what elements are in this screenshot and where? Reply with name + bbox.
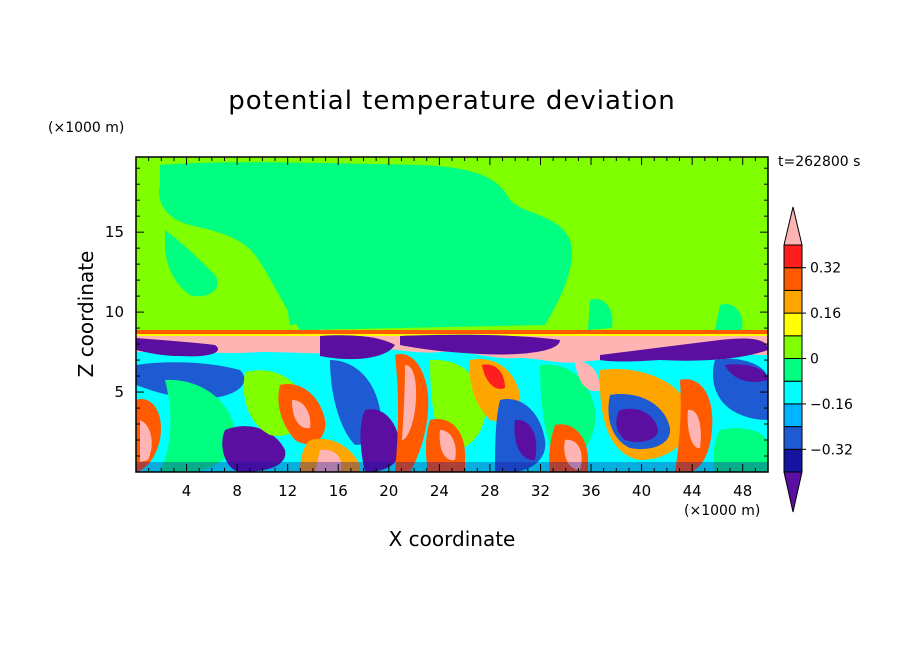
inversion-line — [136, 330, 768, 334]
patch — [564, 439, 582, 470]
colorbar-box — [783, 267, 803, 291]
surface-band — [136, 462, 768, 472]
cold-fringe — [400, 334, 560, 355]
patch — [160, 379, 236, 472]
colorbar-box — [783, 289, 803, 314]
patch — [514, 419, 537, 461]
cold-fringe — [320, 335, 395, 360]
cold-fringe — [600, 338, 768, 362]
cool-blob — [715, 304, 743, 330]
y-tick-label: 10 — [105, 303, 124, 321]
patch — [439, 430, 456, 461]
patch — [140, 420, 152, 462]
colorbar-box — [783, 312, 803, 337]
x-tick-label: 12 — [278, 482, 297, 500]
cool-blob — [288, 270, 322, 325]
x-tick-label: 28 — [480, 482, 499, 500]
patch — [575, 361, 600, 392]
cool-blob — [159, 162, 572, 330]
colorbar-label: −0.16 — [810, 397, 853, 413]
patch — [725, 364, 768, 382]
patch — [360, 409, 400, 472]
x-tick-label: 32 — [531, 482, 550, 500]
y-tick-label: 15 — [105, 223, 124, 241]
y-axis: 5 10 15 — [105, 167, 768, 457]
x-tick-label: 8 — [232, 482, 242, 500]
patch — [315, 449, 342, 472]
y-tick-label: 5 — [114, 383, 124, 401]
z-axis-unit: (×1000 m) — [48, 120, 125, 136]
patch — [713, 428, 768, 472]
colorbar-label: −0.32 — [810, 442, 853, 458]
colorbar-upper-triangle — [783, 206, 803, 246]
colorbar-box — [783, 380, 803, 405]
colorbar-box — [783, 358, 803, 382]
patch — [292, 400, 311, 429]
colorbar-lower-triangle — [783, 471, 803, 513]
colorbar-box — [783, 403, 803, 428]
patch — [402, 365, 417, 440]
time-label: t=262800 s — [778, 154, 861, 170]
x-axis-unit: (×1000 m) — [684, 503, 761, 519]
x-tick-label: 44 — [683, 482, 702, 500]
x-tick-label: 48 — [733, 482, 752, 500]
colorbar-label: 0.32 — [810, 261, 841, 277]
cool-blob — [165, 230, 218, 297]
colorbar-label: 0 — [810, 352, 819, 368]
x-axis: 4 8 12 16 20 24 28 32 36 40 44 48 — [148, 157, 756, 500]
patch — [482, 364, 505, 389]
patch — [616, 408, 658, 442]
colorbar-box — [783, 448, 803, 473]
x-axis-label: X coordinate — [388, 527, 516, 551]
x-tick-label: 4 — [182, 482, 192, 500]
x-tick-label: 24 — [430, 482, 449, 500]
x-tick-label: 16 — [329, 482, 348, 500]
patch — [222, 426, 286, 472]
x-tick-label: 20 — [379, 482, 398, 500]
patch — [136, 362, 245, 399]
colorbar-box — [783, 244, 803, 269]
chart-title: potential temperature deviation — [228, 86, 676, 116]
colorbar-box — [783, 426, 803, 450]
cold-fringe — [136, 338, 219, 357]
colorbar-label: 0.16 — [810, 306, 841, 322]
contour-field — [136, 157, 768, 472]
colorbar-box — [783, 335, 803, 359]
patch — [687, 409, 701, 449]
cool-blob — [588, 299, 613, 330]
x-tick-label: 40 — [632, 482, 651, 500]
colorbar: 0.32 0.16 0 −0.16 −0.32 — [783, 206, 853, 513]
x-tick-label: 36 — [581, 482, 600, 500]
